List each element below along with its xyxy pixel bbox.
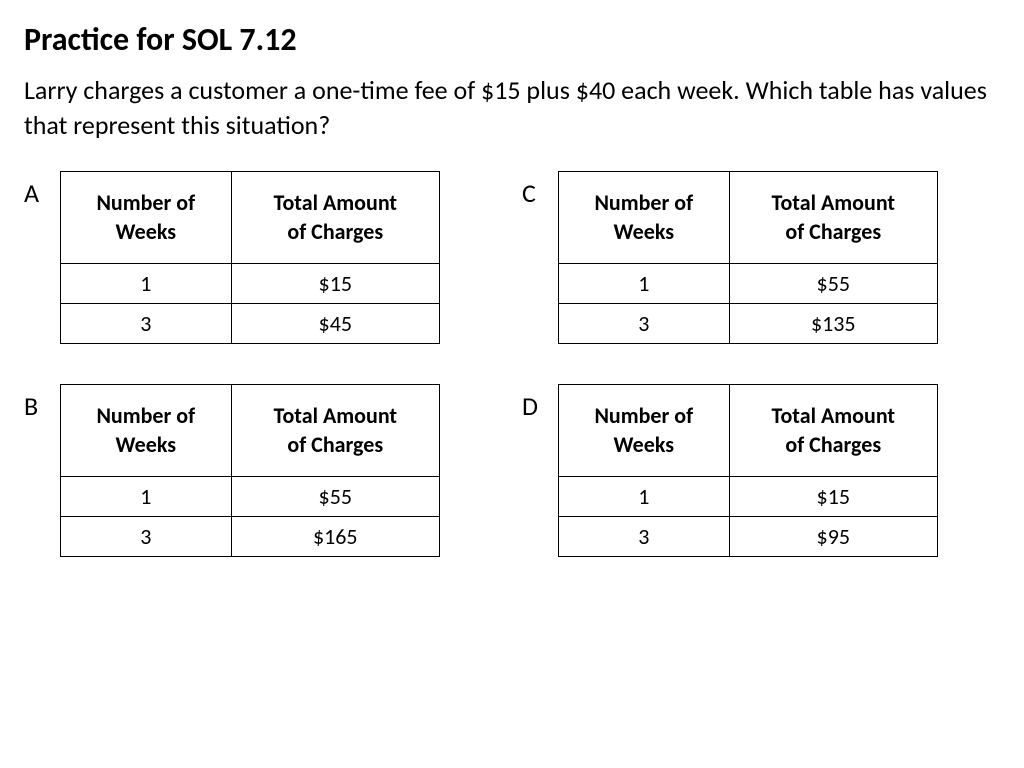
- header-weeks: Number of Weeks: [61, 385, 232, 477]
- question-text: Larry charges a customer a one-time fee …: [24, 73, 1000, 143]
- cell-weeks: 3: [559, 517, 730, 557]
- header-amount-l2: of Charges: [785, 431, 881, 458]
- header-weeks-l2: Weeks: [614, 218, 674, 245]
- cell-amount: $15: [231, 264, 439, 304]
- cell-amount: $135: [729, 304, 937, 344]
- table-row: 1 $15: [559, 477, 938, 517]
- header-weeks: Number of Weeks: [559, 385, 730, 477]
- option-label-d: D: [522, 384, 558, 422]
- table-row: 3 $45: [61, 304, 440, 344]
- header-amount: Total Amount of Charges: [231, 385, 439, 477]
- option-label-c: C: [522, 171, 558, 209]
- cell-amount: $15: [729, 477, 937, 517]
- header-amount: Total Amount of Charges: [729, 172, 937, 264]
- option-d: D Number of Weeks Total Amount of Charge…: [522, 384, 1000, 557]
- header-weeks-l1: Number of: [96, 189, 195, 216]
- header-weeks: Number of Weeks: [61, 172, 232, 264]
- option-label-a: A: [24, 171, 60, 209]
- cell-weeks: 3: [61, 304, 232, 344]
- cell-weeks: 3: [559, 304, 730, 344]
- header-amount-l1: Total Amount: [771, 402, 895, 429]
- header-weeks-l1: Number of: [594, 189, 693, 216]
- table-row: 1 $55: [559, 264, 938, 304]
- cell-weeks: 1: [559, 477, 730, 517]
- header-amount-l2: of Charges: [287, 431, 383, 458]
- header-amount-l1: Total Amount: [273, 189, 397, 216]
- header-amount-l2: of Charges: [287, 218, 383, 245]
- cell-amount: $45: [231, 304, 439, 344]
- option-c: C Number of Weeks Total Amount of Charge…: [522, 171, 1000, 344]
- option-a: A Number of Weeks Total Amount of Charge…: [24, 171, 502, 344]
- header-weeks-l2: Weeks: [116, 218, 176, 245]
- cell-amount: $165: [231, 517, 439, 557]
- table-c: Number of Weeks Total Amount of Charges …: [558, 171, 938, 344]
- table-row: 3 $135: [559, 304, 938, 344]
- header-amount-l1: Total Amount: [273, 402, 397, 429]
- table-row: 1 $15: [61, 264, 440, 304]
- header-weeks-l2: Weeks: [614, 431, 674, 458]
- table-d: Number of Weeks Total Amount of Charges …: [558, 384, 938, 557]
- header-weeks: Number of Weeks: [559, 172, 730, 264]
- header-weeks-l1: Number of: [594, 402, 693, 429]
- option-label-b: B: [24, 384, 60, 422]
- table-row: 3 $95: [559, 517, 938, 557]
- cell-amount: $55: [729, 264, 937, 304]
- cell-weeks: 1: [559, 264, 730, 304]
- cell-amount: $55: [231, 477, 439, 517]
- header-amount-l2: of Charges: [785, 218, 881, 245]
- table-row: 1 $55: [61, 477, 440, 517]
- option-b: B Number of Weeks Total Amount of Charge…: [24, 384, 502, 557]
- header-weeks-l1: Number of: [96, 402, 195, 429]
- header-weeks-l2: Weeks: [116, 431, 176, 458]
- header-amount-l1: Total Amount: [771, 189, 895, 216]
- page-title: Practice for SOL 7.12: [24, 20, 1000, 59]
- header-amount: Total Amount of Charges: [729, 385, 937, 477]
- header-amount: Total Amount of Charges: [231, 172, 439, 264]
- cell-weeks: 1: [61, 477, 232, 517]
- options-grid: A Number of Weeks Total Amount of Charge…: [24, 171, 1000, 557]
- cell-amount: $95: [729, 517, 937, 557]
- table-b: Number of Weeks Total Amount of Charges …: [60, 384, 440, 557]
- cell-weeks: 1: [61, 264, 232, 304]
- cell-weeks: 3: [61, 517, 232, 557]
- table-a: Number of Weeks Total Amount of Charges …: [60, 171, 440, 344]
- table-row: 3 $165: [61, 517, 440, 557]
